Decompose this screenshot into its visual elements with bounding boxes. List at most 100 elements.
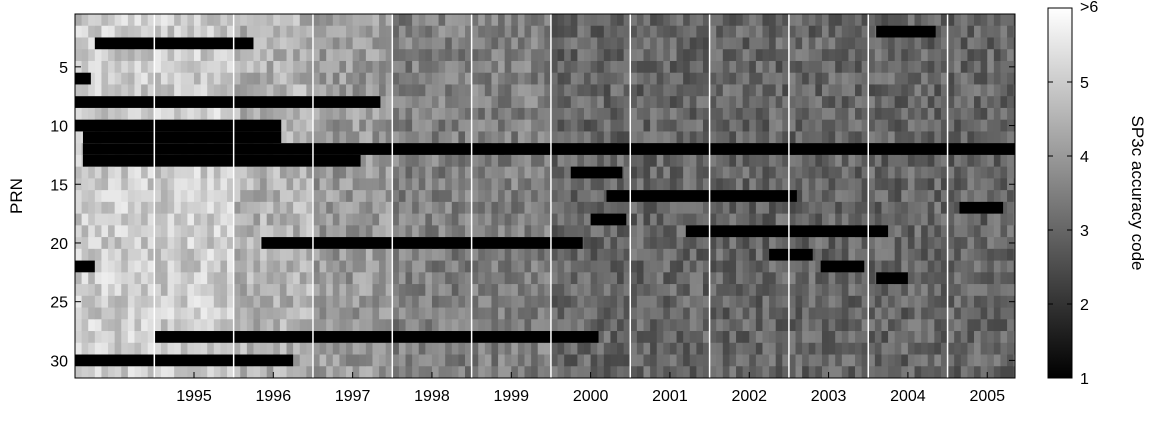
heatmap-cell [498,49,506,62]
heatmap-cell [379,96,387,109]
heatmap-cell [742,342,750,356]
heatmap-cell [312,213,321,226]
heatmap-cell [312,37,321,50]
heatmap-cell [577,154,585,168]
heatmap-cell [564,49,572,62]
heatmap-cell [550,84,559,97]
heatmap-cell [855,237,863,250]
heatmap-cell [451,307,459,320]
heatmap-cell [907,366,916,378]
heatmap-cell [273,342,281,356]
heatmap-cell [584,213,592,226]
heatmap-cell [1013,366,1015,378]
heatmap-cell [405,154,413,168]
heatmap-cell [108,366,116,378]
heatmap-cell [266,272,274,285]
heatmap-cell [722,284,731,297]
heatmap-cell [213,14,222,27]
heatmap-cell [894,284,902,297]
heatmap-cell [663,248,671,262]
heatmap-cell [240,248,248,262]
heatmap-cell [1000,49,1008,62]
heatmap-cell [980,366,988,378]
heatmap-cell [940,37,949,50]
heatmap-cell [339,166,347,179]
heatmap-cell [696,107,704,121]
heatmap-cell [75,248,83,262]
heatmap-cell [531,295,539,309]
heatmap-cell [220,72,228,86]
heatmap-cell [967,260,975,273]
heatmap-cell [590,131,598,144]
heatmap-cell [398,284,407,297]
heatmap-cell [676,14,684,27]
heatmap-cell [405,354,413,367]
heatmap-cell [266,248,274,262]
heatmap-cell [960,119,968,133]
heatmap-cell [306,248,314,262]
heatmap-cell [974,119,982,133]
heatmap-cell [603,225,612,238]
heatmap-cell [650,319,658,332]
heatmap-cell [868,72,876,86]
heatmap-cell [927,96,935,109]
heatmap-cell [584,72,592,86]
heatmap-cell [544,131,552,144]
heatmap-cell [524,295,532,309]
heatmap-cell [154,284,162,297]
heatmap-cell [702,248,711,262]
heatmap-cell [769,237,777,250]
heatmap-cell [127,319,136,332]
heatmap-cell [782,96,790,109]
heatmap-cell [782,331,790,344]
heatmap-cell [491,154,499,168]
heatmap-cell [445,178,453,191]
heatmap-cell [795,331,803,344]
heatmap-cell [874,154,883,168]
heatmap-cell [438,354,446,367]
heatmap-cell [669,201,678,215]
heatmap-cell [431,60,440,74]
heatmap-cell [974,284,982,297]
heatmap-cell [696,119,704,133]
heatmap-cell [742,319,750,332]
heatmap-cell [537,260,545,273]
heatmap-cell [709,119,717,133]
heatmap-cell [696,131,704,144]
heatmap-cell [802,366,810,378]
heatmap-cell [121,284,129,297]
heatmap-cell [286,284,294,297]
heatmap-cell [207,60,215,74]
heatmap-cell [636,260,645,273]
heatmap-cell [227,295,235,309]
heatmap-cell [537,178,545,191]
heatmap-cell [207,307,215,320]
heatmap-cell [478,272,486,285]
heatmap-cell [319,284,327,297]
heatmap-cell [511,37,519,50]
heatmap-cell [544,178,552,191]
heatmap-cell [108,284,116,297]
heatmap-cell [650,84,658,97]
heatmap-cell [901,131,909,144]
heatmap-cell [947,96,955,109]
heatmap-cell [465,166,473,179]
heatmap-cell [537,107,545,121]
heatmap-cell [180,225,188,238]
heatmap-cell [365,248,374,262]
heatmap-cell [174,260,182,273]
heatmap-cell [352,131,360,144]
heatmap-cell [974,72,982,86]
heatmap-cell [901,119,909,133]
heatmap-cell [260,84,268,97]
heatmap-cell [180,14,188,27]
heatmap-cell [742,60,750,74]
heatmap-cell [967,354,975,367]
heatmap-cell [279,225,288,238]
heatmap-cell [524,225,532,238]
heatmap-cell [795,366,803,378]
heatmap-cell [431,248,440,262]
heatmap-cell [888,37,896,50]
heatmap-cell [200,248,208,262]
heatmap-cell [742,37,750,50]
